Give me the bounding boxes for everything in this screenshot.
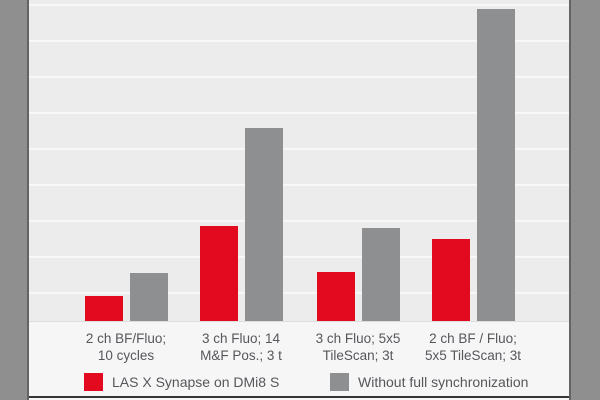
bar-no-sync-group-1 bbox=[129, 273, 168, 321]
gridline bbox=[29, 256, 569, 258]
gridline bbox=[29, 220, 569, 222]
x-axis-labels: 2 ch BF/Fluo; 10 cycles 3 ch Fluo; 14 M&F… bbox=[29, 330, 569, 374]
gridline bbox=[29, 112, 569, 114]
x-axis-label-group-2: 3 ch Fluo; 14 M&F Pos.; 3 t bbox=[200, 331, 282, 363]
left-margin-strip bbox=[0, 0, 29, 400]
gridline bbox=[29, 76, 569, 78]
legend-label: LAS X Synapse on DMi8 S bbox=[112, 374, 280, 390]
chart-content: 2 ch BF/Fluo; 10 cycles 3 ch Fluo; 14 M&F… bbox=[29, 0, 569, 400]
bar-chart-plot bbox=[29, 0, 569, 322]
bar-synapse-group-2 bbox=[199, 226, 238, 321]
bar-synapse-group-1 bbox=[84, 296, 123, 321]
x-axis-label-group-1: 2 ch BF/Fluo; 10 cycles bbox=[85, 331, 167, 363]
legend-swatch-red-icon bbox=[84, 373, 103, 391]
legend-label: Without full synchronization bbox=[358, 374, 529, 390]
legend-item-las-x-synapse: LAS X Synapse on DMi8 S bbox=[84, 373, 279, 391]
legend-item-without-sync: Without full synchronization bbox=[330, 373, 528, 391]
right-margin-strip bbox=[569, 0, 600, 400]
gridline bbox=[29, 40, 569, 42]
gridline bbox=[29, 184, 569, 186]
x-axis-label-group-3: 3 ch Fluo; 5x5 TileScan; 3t bbox=[315, 331, 401, 363]
bar-no-sync-group-4 bbox=[476, 9, 515, 321]
chart-legend: LAS X Synapse on DMi8 S Without full syn… bbox=[29, 373, 569, 395]
legend-swatch-gray-icon bbox=[330, 373, 349, 391]
x-axis-label-group-4: 2 ch BF / Fluo; 5x5 TileScan; 3t bbox=[424, 331, 522, 363]
gridline bbox=[29, 292, 569, 294]
bar-no-sync-group-3 bbox=[361, 228, 400, 321]
bar-synapse-group-3 bbox=[316, 272, 355, 321]
gridline bbox=[29, 4, 569, 6]
bar-no-sync-group-2 bbox=[244, 128, 283, 321]
bottom-rule bbox=[29, 396, 569, 398]
gridline bbox=[29, 148, 569, 150]
bar-synapse-group-4 bbox=[431, 239, 470, 321]
